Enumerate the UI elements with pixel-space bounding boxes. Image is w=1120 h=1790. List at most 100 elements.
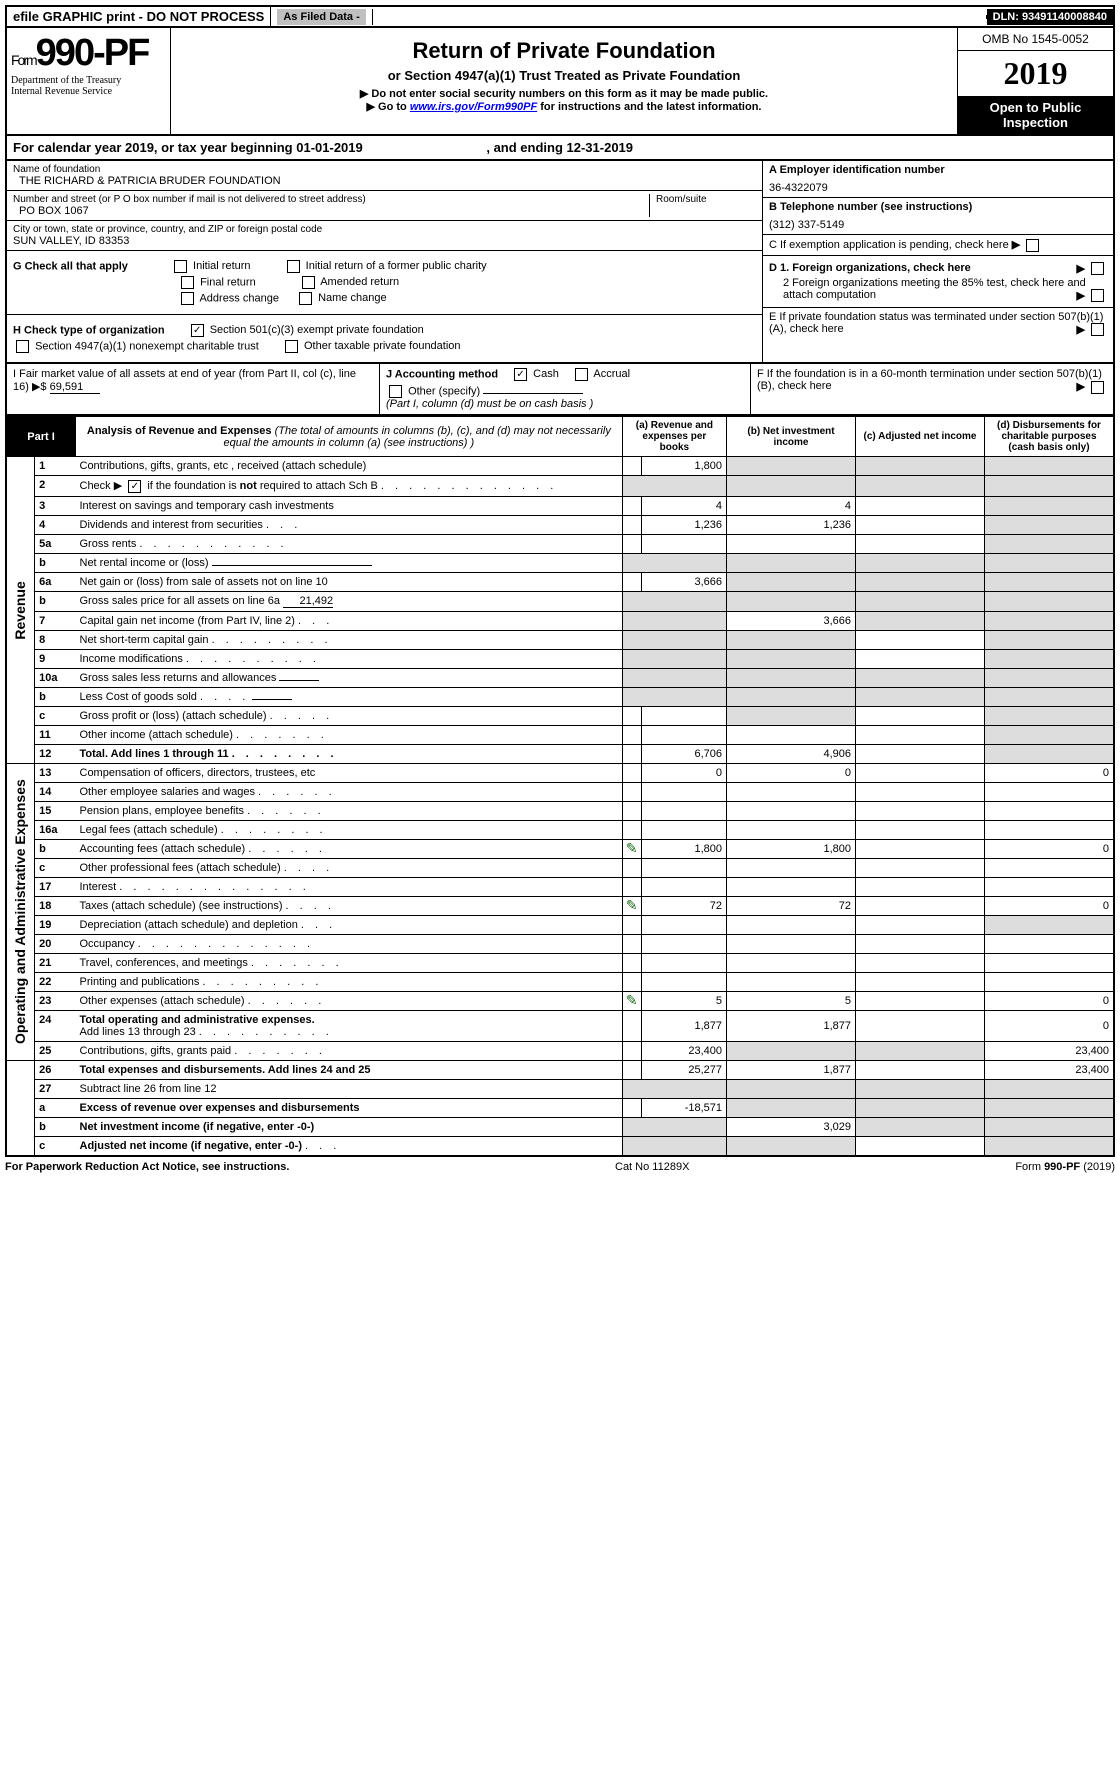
exemption-pending-cb[interactable] (1026, 239, 1039, 252)
row1-a: 1,800 (641, 457, 726, 476)
open-inspection: Open to Public Inspection (958, 96, 1113, 134)
instructions-link-row: ▶ Go to www.irs.gov/Form990PF for instru… (181, 100, 947, 113)
row21-desc: Travel, conferences, and meetings . . . … (76, 953, 623, 972)
address-change-cb[interactable] (181, 292, 194, 305)
ein-cell: A Employer identification number 36-4322… (763, 161, 1113, 198)
i-block: I Fair market value of all assets at end… (7, 364, 380, 414)
row4-desc: Dividends and interest from securities .… (76, 515, 623, 534)
attachment-icon[interactable]: ✎ (626, 897, 638, 913)
row10b-desc: Less Cost of goods sold . . . . (76, 687, 623, 706)
irs-link[interactable]: www.irs.gov/Form990PF (410, 101, 537, 113)
amended-return-cb[interactable] (302, 276, 315, 289)
row24-b: 1,877 (727, 1010, 856, 1041)
expenses-label: Operating and Administrative Expenses (6, 763, 35, 1060)
g-checkboxes: G Check all that apply Initial return In… (7, 251, 762, 315)
i-j-f-row: I Fair market value of all assets at end… (5, 364, 1115, 416)
h-block: H Check type of organization ✓ Section 5… (7, 315, 762, 362)
omb-number: OMB No 1545-0052 (958, 28, 1113, 51)
row27b-b: 3,029 (727, 1117, 856, 1136)
row17-desc: Interest . . . . . . . . . . . . . . (76, 877, 623, 896)
row16c-desc: Other professional fees (attach schedule… (76, 858, 623, 877)
row27c-desc: Adjusted net income (if negative, enter … (76, 1136, 623, 1156)
row14-desc: Other employee salaries and wages . . . … (76, 782, 623, 801)
name-change-cb[interactable] (299, 292, 312, 305)
telephone-value: (312) 337-5149 (769, 213, 1107, 231)
info-grid: Name of foundation THE RICHARD & PATRICI… (5, 161, 1115, 364)
header-spacer (373, 15, 987, 19)
city-state-zip: SUN VALLEY, ID 83353 (13, 235, 756, 247)
room-label: Room/suite (656, 194, 756, 205)
row26-d: 23,400 (985, 1060, 1115, 1079)
cash-method-cb[interactable]: ✓ (514, 368, 527, 381)
other-method-cb[interactable] (389, 385, 402, 398)
j-block: J Accounting method ✓ Cash Accrual Other… (380, 364, 751, 414)
accrual-method-cb[interactable] (575, 368, 588, 381)
form-title: Return of Private Foundation (181, 38, 947, 64)
row10a-desc: Gross sales less returns and allowances (76, 668, 623, 687)
row23-desc: Other expenses (attach schedule) . . . .… (76, 991, 623, 1010)
row13-d: 0 (985, 763, 1115, 782)
form-ref: Form 990-PF (2019) (865, 1161, 1115, 1173)
row27-desc: Subtract line 26 from line 12 (76, 1079, 623, 1098)
status-terminated-cb[interactable] (1091, 323, 1104, 336)
street-address: PO BOX 1067 (13, 205, 643, 217)
attachment-icon[interactable]: ✎ (626, 992, 638, 1008)
row12-b: 4,906 (727, 744, 856, 763)
row23-a: 5 (641, 991, 726, 1010)
501c3-cb[interactable]: ✓ (191, 324, 204, 337)
row26-a: 25,277 (641, 1060, 726, 1079)
foreign-85-cb[interactable] (1091, 289, 1104, 302)
row11-desc: Other income (attach schedule) . . . . .… (76, 725, 623, 744)
col-c-header: (c) Adjusted net income (856, 417, 985, 457)
name-cell: Name of foundation THE RICHARD & PATRICI… (7, 161, 762, 191)
row27a-a: -18,571 (641, 1098, 726, 1117)
row18-a: 72 (641, 896, 726, 915)
row12-a: 6,706 (641, 744, 726, 763)
row13-a: 0 (641, 763, 726, 782)
row20-desc: Occupancy . . . . . . . . . . . . . (76, 934, 623, 953)
row18-d: 0 (985, 896, 1115, 915)
revenue-label: Revenue (6, 457, 35, 764)
part1-label: Part I (6, 417, 76, 457)
catalog-number: Cat No 11289X (615, 1161, 865, 1173)
row9-desc: Income modifications . . . . . . . . . . (76, 649, 623, 668)
col-d-header: (d) Disbursements for charitable purpose… (985, 417, 1115, 457)
form-subtitle: or Section 4947(a)(1) Trust Treated as P… (181, 68, 947, 83)
row25-desc: Contributions, gifts, grants paid . . . … (76, 1041, 623, 1060)
form-meta-block: OMB No 1545-0052 2019 Open to Public Ins… (957, 28, 1113, 134)
attachment-icon[interactable]: ✎ (626, 840, 638, 856)
row16b-b: 1,800 (727, 839, 856, 858)
row25-d: 23,400 (985, 1041, 1115, 1060)
foreign-org-cb[interactable] (1091, 262, 1104, 275)
tax-year: 2019 (958, 51, 1113, 96)
row24-desc: Total operating and administrative expen… (76, 1010, 623, 1041)
4947a1-cb[interactable] (16, 340, 29, 353)
row27b-desc: Net investment income (if negative, ente… (76, 1117, 623, 1136)
part1-table: Part I Analysis of Revenue and Expenses … (5, 416, 1115, 1157)
irs-label: Internal Revenue Service (11, 86, 166, 97)
ein-value: 36-4322079 (769, 176, 1107, 194)
row25-a: 23,400 (641, 1041, 726, 1060)
city-cell: City or town, state or province, country… (7, 221, 762, 251)
e-cell: E If private foundation status was termi… (763, 308, 1113, 340)
initial-return-cb[interactable] (174, 260, 187, 273)
final-return-cb[interactable] (181, 276, 194, 289)
row4-b: 1,236 (727, 515, 856, 534)
60-month-cb[interactable] (1091, 381, 1104, 394)
row16b-d: 0 (985, 839, 1115, 858)
col-a-header: (a) Revenue and expenses per books (622, 417, 726, 457)
row18-b: 72 (727, 896, 856, 915)
calendar-year-row: For calendar year 2019, or tax year begi… (5, 136, 1115, 161)
row16b-desc: Accounting fees (attach schedule) . . . … (76, 839, 623, 858)
row6b-desc: Gross sales price for all assets on line… (76, 591, 623, 611)
other-taxable-cb[interactable] (285, 340, 298, 353)
row10c-desc: Gross profit or (loss) (attach schedule)… (76, 706, 623, 725)
row22-desc: Printing and publications . . . . . . . … (76, 972, 623, 991)
form-title-block: Return of Private Foundation or Section … (171, 28, 957, 134)
efile-notice: efile GRAPHIC print - DO NOT PROCESS (7, 7, 271, 26)
row6a-desc: Net gain or (loss) from sale of assets n… (76, 572, 623, 591)
row4-a: 1,236 (641, 515, 726, 534)
initial-former-cb[interactable] (287, 260, 300, 273)
row13-b: 0 (727, 763, 856, 782)
row24-d: 0 (985, 1010, 1115, 1041)
